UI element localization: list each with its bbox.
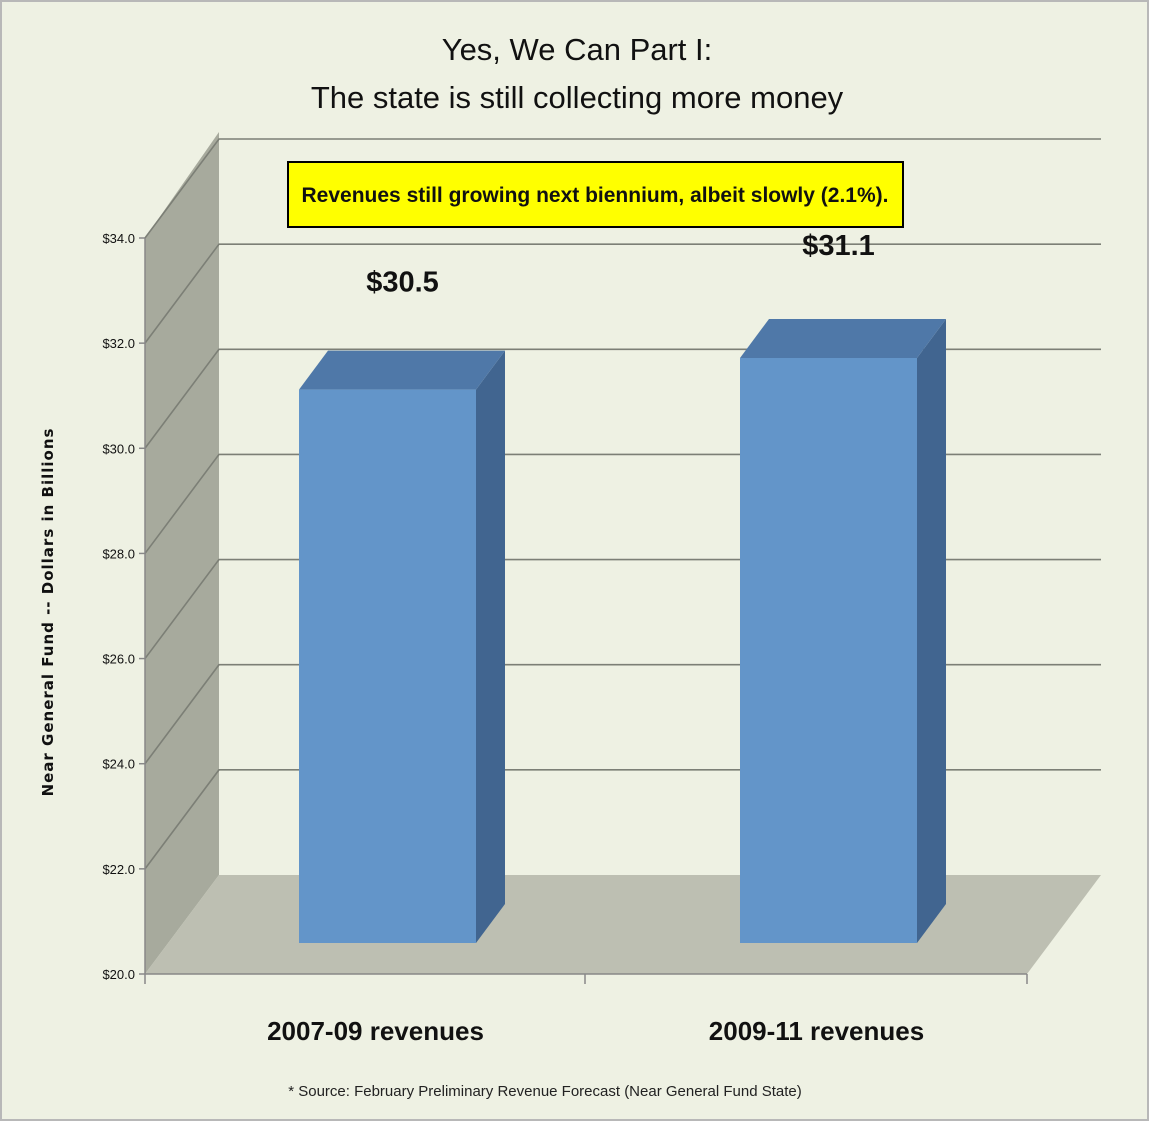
bar — [299, 389, 476, 944]
bar-side — [476, 350, 505, 944]
category-labels: 2007-09 revenues 2009-11 revenues — [267, 1016, 924, 1046]
source-note: * Source: February Preliminary Revenue F… — [288, 1083, 802, 1100]
y-tick-label: $32.0 — [102, 336, 135, 351]
y-tick-labels: $20.0 $22.0 $24.0 $26.0 $28.0 $30.0 $32.0 $34.0 — [102, 231, 135, 982]
y-axis-label: Near General Fund -- Dollars in Billions — [39, 428, 57, 797]
y-tick-label: $26.0 — [102, 652, 135, 667]
annotation-box — [287, 161, 904, 228]
y-tick-label: $20.0 — [102, 967, 135, 982]
category-label: 2007-09 revenues — [267, 1016, 484, 1046]
floor — [145, 875, 1101, 974]
y-tick-label: $34.0 — [102, 231, 135, 246]
value-label: $30.5 — [366, 267, 439, 299]
category-label: 2009-11 revenues — [709, 1016, 924, 1046]
bar-top — [740, 318, 946, 358]
y-tick-label: $30.0 — [102, 441, 135, 456]
value-labels: $30.5 $31.1 — [366, 230, 875, 299]
bars — [299, 318, 946, 944]
gridline — [144, 138, 1101, 239]
left-wall — [145, 132, 219, 974]
bar-side — [917, 318, 946, 943]
y-tick-label: $22.0 — [102, 862, 135, 877]
bar — [740, 357, 917, 943]
y-axis — [139, 237, 1028, 984]
chart-title-line-1: Yes, We Can Part I: — [442, 32, 713, 67]
bar-top — [299, 350, 505, 390]
value-label: $31.1 — [802, 230, 875, 262]
annotation-text: Revenues still growing next biennium, al… — [302, 184, 889, 207]
y-tick-label: $24.0 — [102, 757, 135, 772]
y-tick-label: $28.0 — [102, 546, 135, 561]
gridline — [144, 243, 1101, 344]
chart-title-line-2: The state is still collecting more money — [311, 80, 844, 115]
